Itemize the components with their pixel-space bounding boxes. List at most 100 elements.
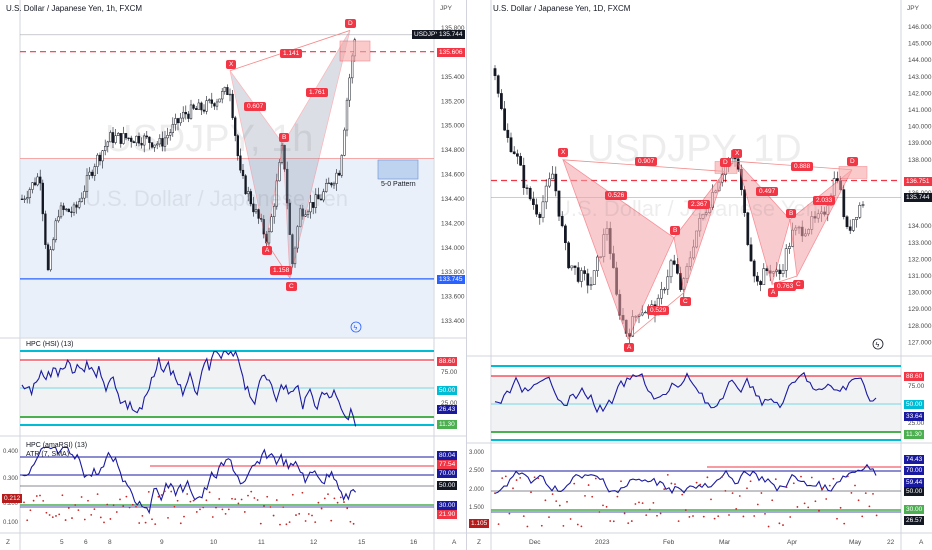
price-axis-label: 142.000 (908, 90, 932, 97)
time-axis-label: Dec (529, 539, 541, 546)
atr-dot (832, 477, 835, 480)
atr-dot (288, 521, 291, 524)
atr-dot (234, 498, 237, 501)
atr-dot (497, 523, 500, 526)
atr-dot (301, 491, 304, 494)
candle (223, 87, 226, 92)
candle (213, 103, 216, 107)
candle (564, 225, 567, 244)
ind1-band (20, 362, 434, 417)
atr-dot (39, 494, 41, 497)
atr-dot (349, 520, 352, 523)
pattern2-point-b: B (786, 208, 797, 218)
atr-dot (792, 482, 795, 485)
ind1-value-tag: 88.60 (437, 357, 458, 366)
chart-canvas-1h[interactable]: 135.800 135.400 135.200 135.000 134.800 134.6… (0, 0, 466, 550)
atr-dot (352, 522, 355, 525)
atr-dot (875, 514, 878, 517)
atr-dot (702, 515, 705, 518)
atr-dot (106, 503, 109, 506)
candle (85, 175, 89, 192)
candle (273, 205, 276, 217)
atr-dot (666, 473, 669, 476)
chart-canvas-1d[interactable]: 146.000 145.000 144.000 143.000 142.000 141.0… (467, 0, 932, 550)
candle (158, 138, 161, 145)
atr-dot (138, 522, 141, 524)
atr-dot (42, 499, 45, 502)
candle (153, 144, 156, 148)
atr-dot (336, 501, 339, 504)
candle (171, 124, 174, 133)
atr-dot (706, 476, 709, 479)
prz-box (838, 166, 868, 179)
candle (195, 108, 198, 110)
ind1-line (21, 350, 357, 427)
candle (293, 247, 297, 265)
price-axis-label: 133.600 (441, 294, 465, 301)
candle (583, 270, 586, 274)
atr-dot (681, 493, 684, 496)
atr-dot (767, 525, 770, 528)
atr-dot (211, 516, 214, 518)
candle (176, 118, 180, 124)
ind2-value-tag: 77.54 (437, 460, 458, 469)
candle (580, 270, 583, 282)
atr-dot (620, 480, 622, 483)
ind2-value-tag: 70.00 (904, 466, 925, 475)
ind1-axis-label: 75.00 (441, 369, 458, 376)
time-axis-label: 5 (60, 539, 64, 546)
time-axis-label: 12 (310, 539, 318, 546)
candle (283, 144, 286, 170)
candle (161, 138, 164, 147)
pattern-ratio: 0.497 (756, 187, 779, 196)
candle (288, 202, 291, 235)
watermark-description: U.S. Dollar / Japanese Yen (85, 186, 348, 211)
atr-dot (630, 520, 633, 522)
candle (208, 99, 211, 101)
ind2-value-tag: 59.44 (904, 478, 925, 487)
last-price-tag: 135.744 (437, 29, 465, 39)
candle (586, 273, 590, 286)
lightning-icon (872, 338, 884, 350)
price-axis-label: 131.000 (908, 273, 932, 280)
candle (345, 99, 349, 131)
candle (743, 189, 746, 213)
price-axis-label: 135.800 (441, 25, 465, 32)
candle (119, 133, 122, 144)
pattern2-point-x: X (732, 149, 743, 159)
chart-panel-1h[interactable]: 135.800 135.400 135.200 135.000 134.800 134.6… (0, 0, 466, 550)
atr-dot (738, 495, 741, 497)
ind2-left-axis-label: 0.400 (3, 449, 19, 455)
atr-dot (282, 506, 285, 508)
atr-dot (627, 522, 630, 525)
price-axis-label: 133.800 (441, 269, 465, 276)
pattern-point-c: C (286, 282, 297, 292)
time-axis-label: 15 (358, 539, 366, 546)
atr-dot (163, 490, 166, 493)
time-axis-label: 11 (258, 539, 265, 546)
ind1-axis-label: 75.00 (908, 383, 925, 390)
chart-title: U.S. Dollar / Japanese Yen, 1h, FXCM (6, 4, 143, 13)
time-axis-label: Feb (663, 539, 675, 546)
ind2-value-tag: 70.00 (437, 469, 458, 478)
time-axis-label: 16 (410, 539, 418, 546)
atr-dot (147, 490, 150, 493)
candle (65, 208, 68, 211)
candle (756, 275, 759, 282)
atr-dot (323, 497, 326, 500)
candle (262, 219, 265, 235)
watermark-description: U.S. Dollar / Japanese Yen (555, 196, 818, 221)
symbol-tag: USDJPY (412, 29, 442, 39)
atr-dot (864, 492, 867, 495)
candle (778, 269, 782, 274)
atr-dot (656, 514, 658, 517)
chart-panel-1d[interactable]: 146.000 145.000 144.000 143.000 142.000 141.0… (466, 0, 932, 550)
candle (319, 198, 323, 201)
atr-dot (800, 475, 802, 478)
candle (137, 135, 141, 144)
atr-dot (205, 499, 208, 502)
price-axis-label: 134.000 (908, 223, 932, 230)
atr-dot (51, 516, 54, 519)
atr-dot (279, 523, 281, 526)
candle (762, 268, 766, 285)
